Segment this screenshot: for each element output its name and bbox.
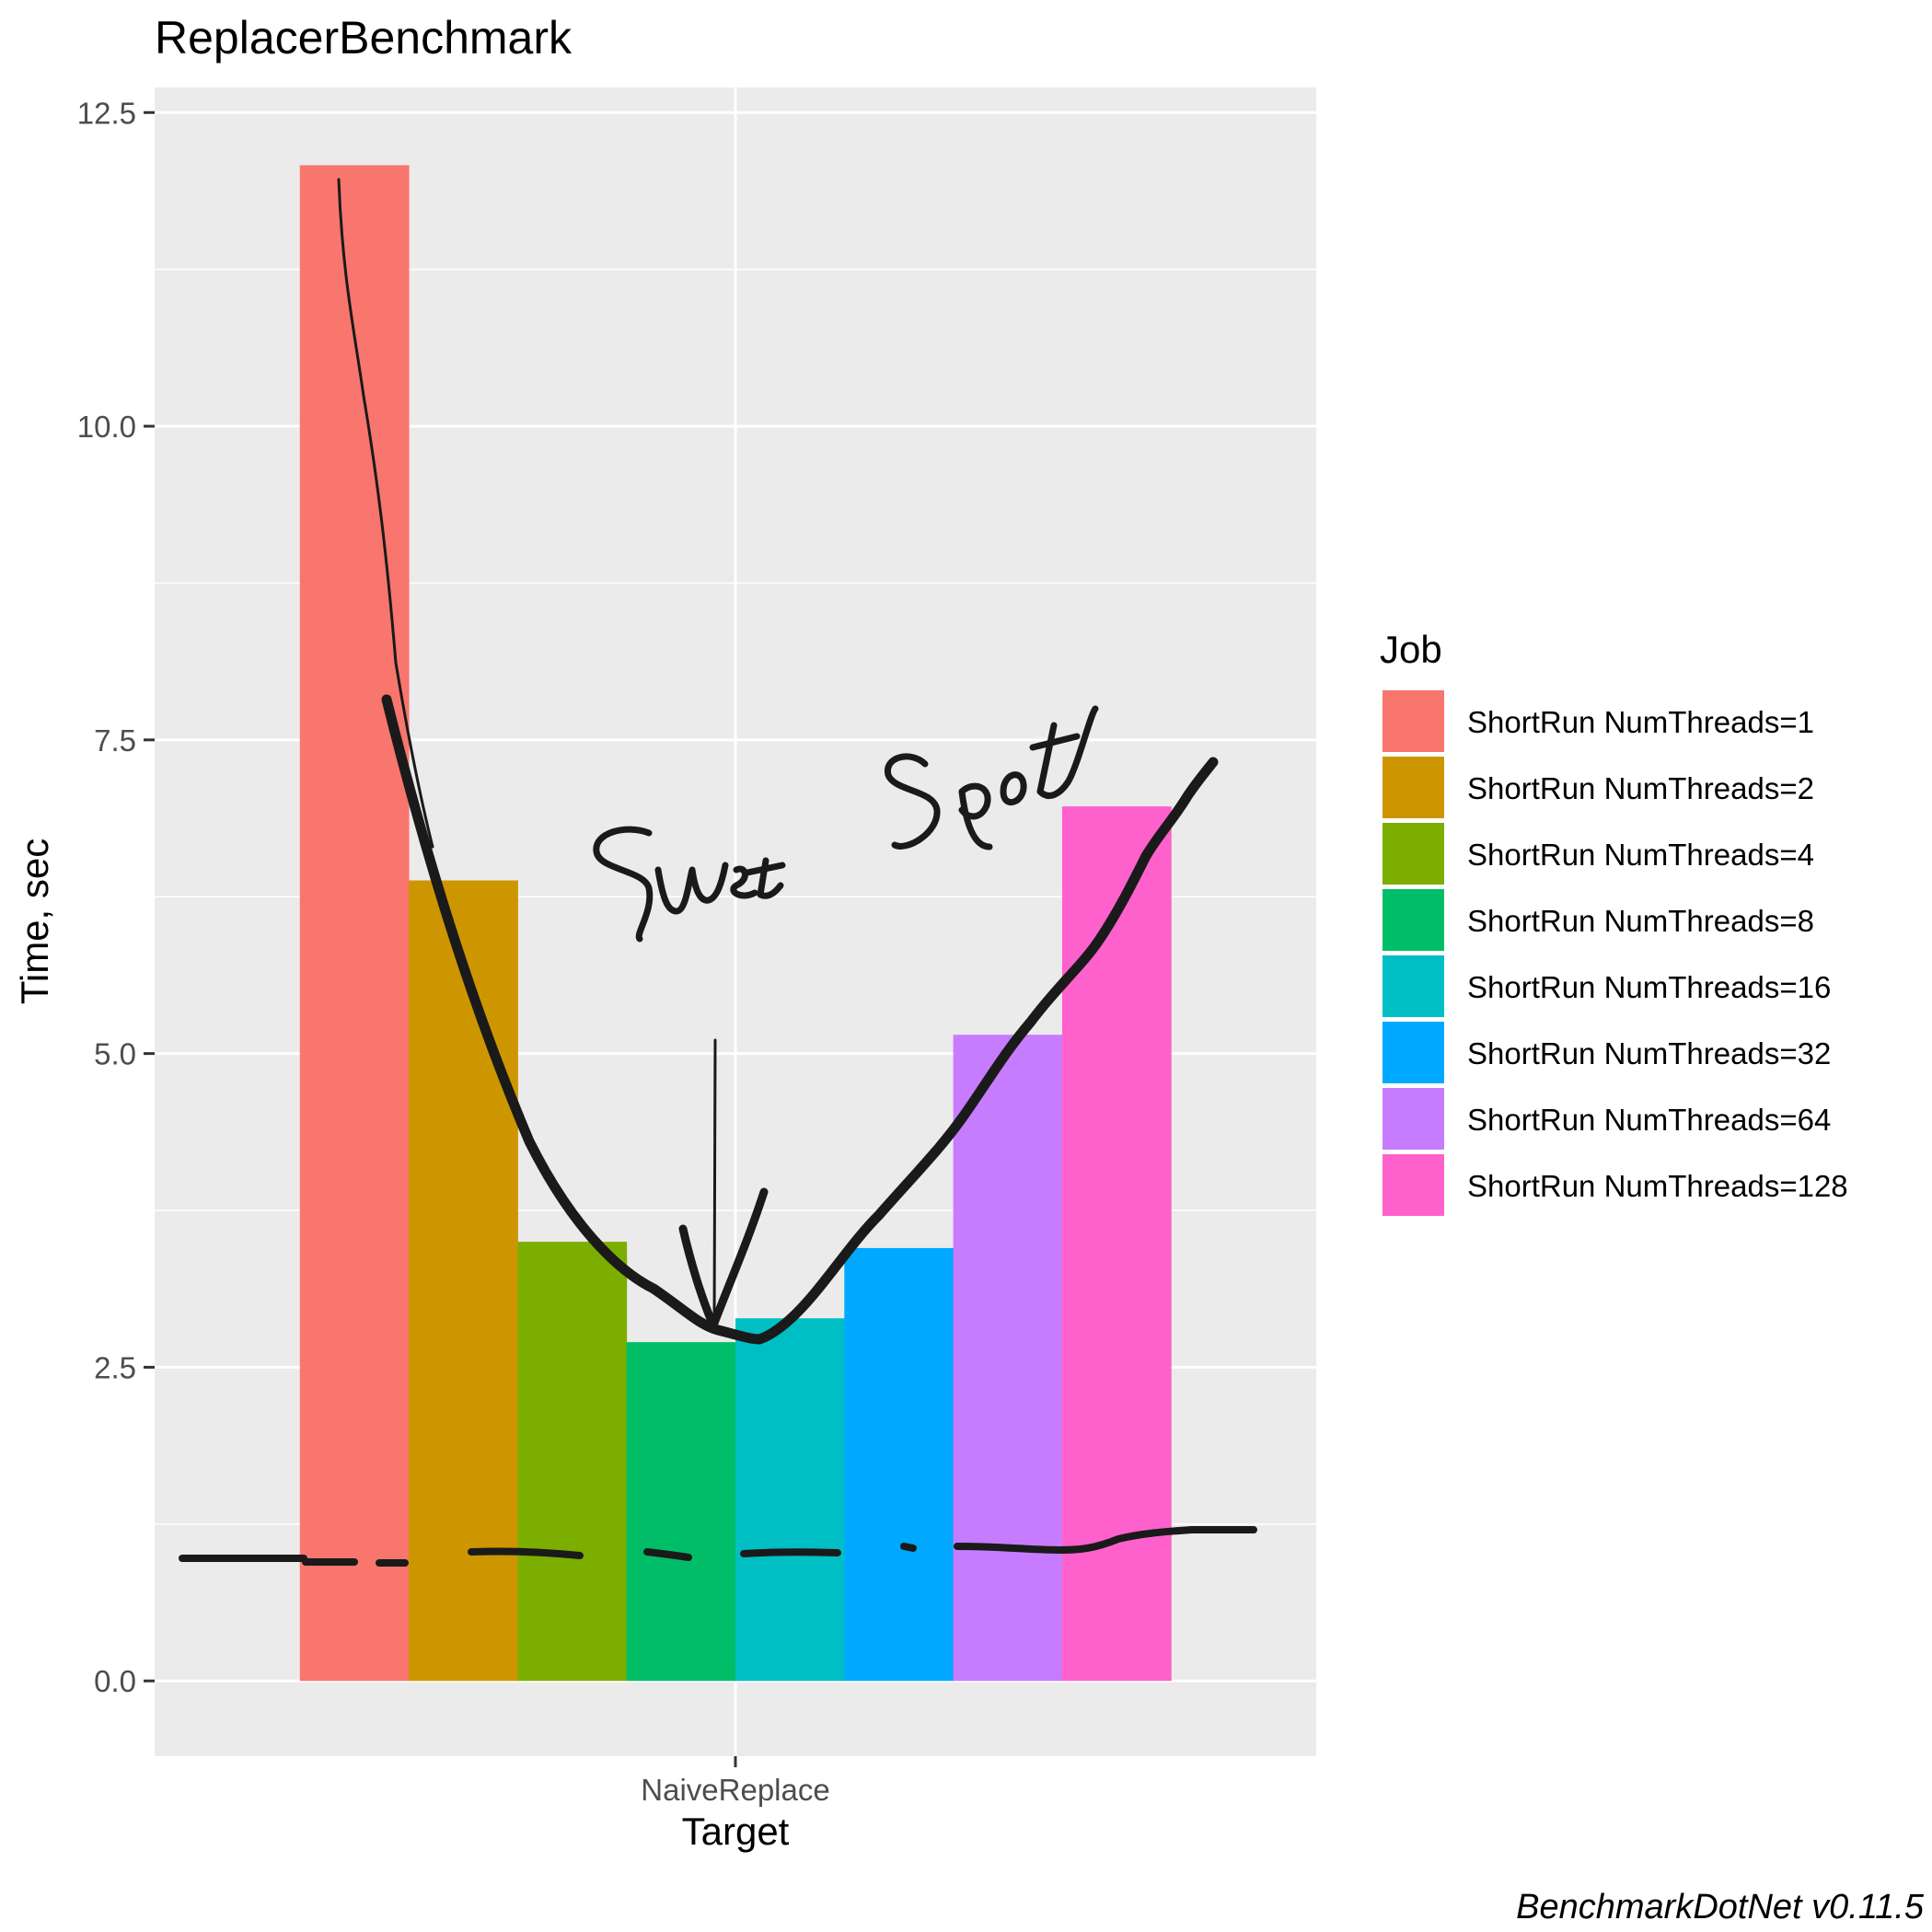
- legend-label-2: ShortRun NumThreads=4: [1467, 838, 1814, 872]
- baseline-stroke: [179, 1526, 1257, 1567]
- legend-key-0: [1382, 690, 1444, 752]
- y-axis-title: Time, sec: [13, 839, 56, 1004]
- axes: 0.0 2.5 5.0 7.5 10.0 12.5 NaiveReplace: [77, 96, 830, 1807]
- legend-label-7: ShortRun NumThreads=128: [1467, 1169, 1848, 1203]
- legend-label-0: ShortRun NumThreads=1: [1467, 705, 1814, 739]
- legend-key-4: [1382, 955, 1444, 1017]
- bar-threads-2: [409, 880, 518, 1682]
- legend-label-5: ShortRun NumThreads=32: [1467, 1036, 1831, 1070]
- bar-threads-8: [626, 1342, 736, 1682]
- chart-title: ReplacerBenchmark: [155, 12, 573, 64]
- legend-key-2: [1382, 823, 1444, 885]
- thin-curve-stroke: [337, 178, 434, 849]
- bar-threads-1: [299, 165, 410, 1682]
- x-tick-label: NaiveReplace: [641, 1773, 829, 1807]
- legend-key-5: [1382, 1022, 1444, 1083]
- bar-threads-32: [844, 1247, 954, 1682]
- bar-threads-4: [517, 1242, 628, 1682]
- y-tick-label-2: 5.0: [94, 1037, 136, 1071]
- legend: ShortRun NumThreads=1 ShortRun NumThreads…: [1382, 690, 1848, 1216]
- legend-key-3: [1382, 889, 1444, 951]
- legend-label-6: ShortRun NumThreads=64: [1467, 1103, 1831, 1137]
- y-tick-label-3: 7.5: [94, 723, 136, 758]
- legend-label-4: ShortRun NumThreads=16: [1467, 970, 1831, 1004]
- sweet-spot-script-stroke: [593, 705, 1099, 943]
- x-axis-title: Target: [682, 1810, 790, 1853]
- hand-drawn-annotation: [179, 178, 1257, 1567]
- arrow-head-stroke: [678, 1187, 769, 1330]
- legend-key-6: [1382, 1088, 1444, 1150]
- sweet-spot-curve-stroke: [381, 694, 1219, 1345]
- legend-label-1: ShortRun NumThreads=2: [1467, 771, 1814, 805]
- bar-threads-16: [735, 1318, 845, 1682]
- legend-label-3: ShortRun NumThreads=8: [1467, 904, 1814, 938]
- y-tick-label-1: 2.5: [94, 1350, 136, 1384]
- footer-caption: BenchmarkDotNet v0.11.5: [1516, 1888, 1925, 1926]
- y-tick-label-5: 12.5: [77, 96, 136, 130]
- bars: [299, 165, 1172, 1682]
- y-tick-label-0: 0.0: [94, 1664, 136, 1698]
- bar-threads-64: [953, 1035, 1063, 1682]
- y-tick-label-4: 10.0: [77, 410, 136, 444]
- legend-title: Job: [1380, 628, 1442, 671]
- legend-key-1: [1382, 757, 1444, 818]
- arrow-shaft-stroke: [712, 1038, 717, 1327]
- legend-key-7: [1382, 1154, 1444, 1216]
